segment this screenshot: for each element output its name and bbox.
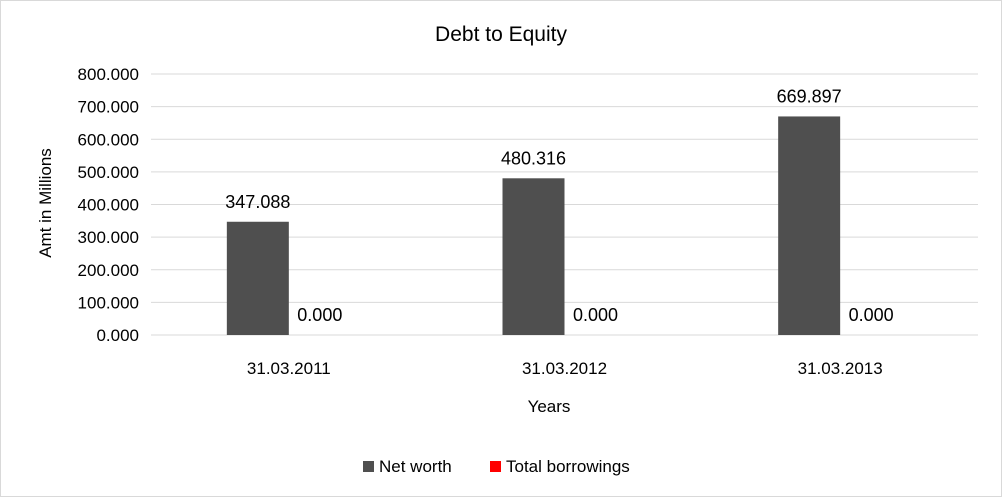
data-labels: 347.088 480.316 669.897 0.000 0.000 0.000 (225, 86, 893, 325)
data-label: 669.897 (777, 86, 842, 106)
data-label: 0.000 (297, 305, 342, 325)
y-tick-label: 700.000 (78, 98, 139, 117)
legend-label: Total borrowings (506, 457, 630, 476)
bars (226, 116, 841, 335)
legend: Net worth Total borrowings (363, 457, 630, 476)
y-axis-ticks: 0.000 100.000 200.000 300.000 400.000 500.000… (78, 65, 139, 345)
x-tick-label: 31.03.2012 (522, 359, 607, 378)
y-tick-label: 0.000 (96, 326, 139, 345)
y-axis-label: Amt in Millions (36, 148, 55, 258)
x-tick-label: 31.03.2013 (798, 359, 883, 378)
x-axis-label: Years (528, 397, 571, 416)
data-label: 0.000 (573, 305, 618, 325)
bar-0-1 (502, 178, 565, 335)
legend-swatch (363, 461, 374, 472)
legend-swatch (490, 461, 501, 472)
y-tick-label: 500.000 (78, 163, 139, 182)
data-label: 347.088 (225, 192, 290, 212)
y-tick-label: 800.000 (78, 65, 139, 84)
y-tick-label: 300.000 (78, 228, 139, 247)
y-tick-label: 600.000 (78, 130, 139, 149)
bar-0-0 (226, 221, 289, 335)
y-tick-label: 400.000 (78, 196, 139, 215)
chart-title: Debt to Equity (435, 23, 567, 46)
bar-0-2 (778, 116, 841, 335)
y-tick-label: 200.000 (78, 261, 139, 280)
x-axis-ticks: 31.03.2011 31.03.2012 31.03.2013 (247, 359, 883, 378)
y-tick-label: 100.000 (78, 293, 139, 312)
legend-label: Net worth (379, 457, 452, 476)
data-label: 480.316 (501, 148, 566, 168)
x-tick-label: 31.03.2011 (247, 359, 331, 378)
data-label: 0.000 (849, 305, 894, 325)
